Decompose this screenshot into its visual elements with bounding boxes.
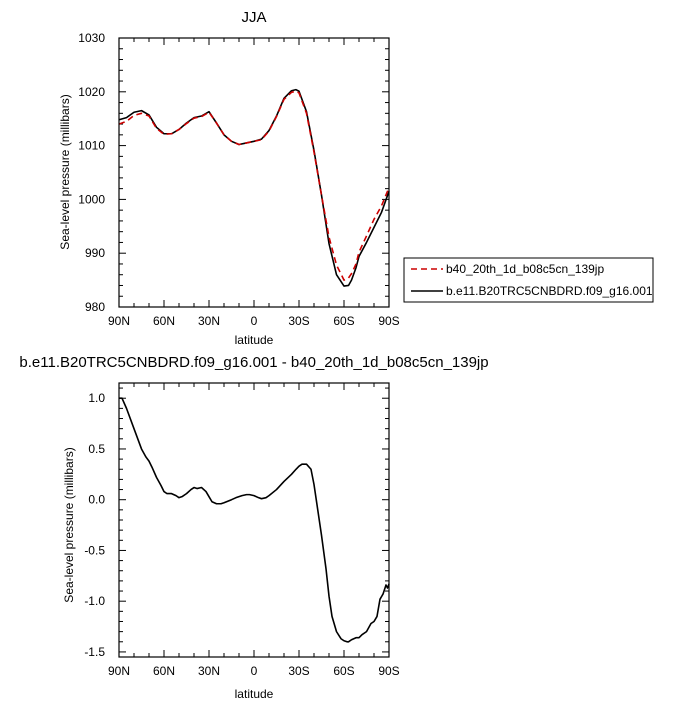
series-line-2 <box>118 88 390 287</box>
y-tick-label: 1000 <box>78 192 105 206</box>
x-tick-label: 90S <box>378 664 399 678</box>
x-tick-label: 0 <box>251 314 258 328</box>
y-tick-label: 1.0 <box>88 391 105 405</box>
top-chart: JJA 90N 60N 30N 0 30S 60S 90S 980 990 1000 1010 102… <box>58 9 400 347</box>
top-chart-legend: b40_20th_1d_b08c5cn_139jp b.e11.B20TRC5C… <box>403 257 654 303</box>
y-tick-label: -1.0 <box>84 594 105 608</box>
y-tick-label: -1.5 <box>84 645 105 659</box>
bottom-chart-y-axis-title: Sea-level pressure (millibars) <box>62 447 76 602</box>
x-tick-label: 60S <box>333 314 354 328</box>
bottom-chart-series <box>119 397 390 643</box>
x-tick-label: 60S <box>333 664 354 678</box>
y-tick-label: 1010 <box>78 139 105 153</box>
series-line-1 <box>118 90 390 281</box>
legend-box <box>403 257 654 303</box>
legend-label-series-2: b.e11.B20TRC5CNBDRD.f09_g16.001 <box>446 284 653 298</box>
x-tick-label: 90N <box>108 314 130 328</box>
bottom-chart-title: b.e11.B20TRC5CNBDRD.f09_g16.001 - b40_20… <box>19 354 488 371</box>
y-tick-label: 0.5 <box>88 442 105 456</box>
bottom-chart-frame <box>118 382 390 658</box>
x-tick-label: 30N <box>198 314 220 328</box>
x-tick-label: 30S <box>288 314 309 328</box>
x-tick-label: 30S <box>288 664 309 678</box>
legend-label-series-1: b40_20th_1d_b08c5cn_139jp <box>446 262 604 276</box>
bottom-chart-ticks: 90N 60N 30N 0 30S 60S 90S -1.5 -1.0 -0.5 0.0 0.5 1.0 <box>84 383 400 678</box>
y-tick-label: 990 <box>85 246 105 260</box>
bottom-chart-x-axis-title: latitude <box>235 687 274 701</box>
top-chart-ticks: 90N 60N 30N 0 30S 60S 90S 980 990 1000 1010 1020 103… <box>78 31 399 328</box>
y-tick-label: 1030 <box>78 31 105 45</box>
series-line-1 <box>119 397 390 643</box>
x-tick-label: 0 <box>251 664 258 678</box>
y-tick-label: 0.0 <box>88 493 105 507</box>
top-chart-title: JJA <box>241 9 266 26</box>
x-tick-label: 90N <box>108 664 130 678</box>
x-tick-label: 60N <box>153 664 175 678</box>
bottom-chart: b.e11.B20TRC5CNBDRD.f09_g16.001 - b40_20… <box>19 354 488 701</box>
top-chart-frame <box>118 37 390 308</box>
x-tick-label: 30N <box>198 664 220 678</box>
y-tick-label: 980 <box>85 300 105 314</box>
top-chart-y-axis-title: Sea-level pressure (millibars) <box>58 94 72 249</box>
top-chart-series <box>118 88 390 287</box>
y-tick-label: 1020 <box>78 85 105 99</box>
top-chart-x-axis-title: latitude <box>235 333 274 347</box>
y-tick-label: -0.5 <box>84 543 105 557</box>
x-tick-label: 90S <box>378 314 399 328</box>
x-tick-label: 60N <box>153 314 175 328</box>
